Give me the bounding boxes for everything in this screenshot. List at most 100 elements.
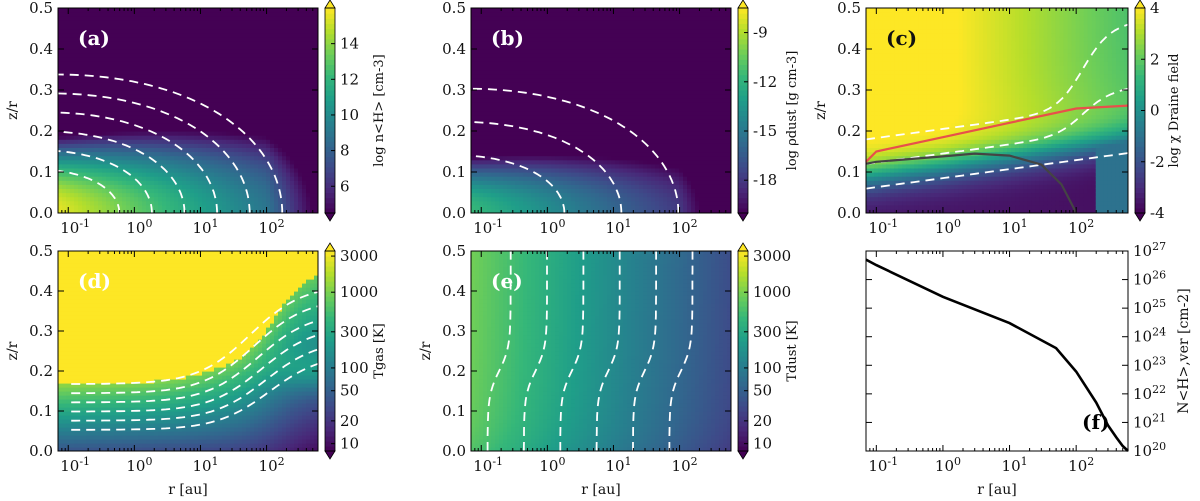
axes-frame [470,250,732,452]
contour-line [471,121,623,213]
colorbar-step [325,446,335,452]
colorbar-step [325,276,335,282]
colorbar-step [738,316,748,322]
colorbar-step [1135,84,1145,91]
contour-line [58,150,153,213]
colorbar-step [738,23,748,30]
colorbar-tick-label: 3000 [340,247,378,265]
colorbar-step [738,331,748,337]
colorbar-extend-top [737,242,749,252]
colorbar-step [1135,95,1145,101]
colorbar-step [325,346,335,352]
contours-e [486,251,694,451]
colorbar-step [738,18,748,24]
colorbar-step [1135,54,1145,60]
colorbar-step [738,79,748,86]
colorbar-step [325,386,335,392]
y-tick-label: 0.1 [29,163,53,181]
x-tick-label: 100 [539,455,565,475]
colorbar-tick-label: 6 [340,177,350,195]
colorbar-tick-label: -9 [753,24,768,42]
contour-line [71,348,318,422]
colorbar-step [325,261,335,267]
x-tick-label: 100 [935,217,961,237]
colorbar-step [1135,182,1145,188]
colorbar-step [325,406,335,412]
curve-dark [865,152,1078,214]
colorbar-step [325,396,335,402]
colorbar-step [325,366,335,372]
y-tick-label: 0.4 [29,282,53,300]
y-axis-label: z/r [418,341,434,360]
y-tick-label: 0.1 [442,402,466,420]
x-tick-label: 10-1 [60,455,90,475]
colorbar-tick-label: 100 [340,359,369,377]
colorbar-step [738,306,748,312]
colorbar-tick-label: 1000 [753,283,791,301]
contours-b [471,87,680,213]
colorbar-step [738,192,748,199]
colorbar-step [1135,120,1145,127]
colorbar-step [325,197,335,204]
colorbar-step [738,110,748,117]
colorbar-step [738,146,748,153]
colorbar-step [1135,141,1145,147]
colorbar-label: log n<H> [cm-3] [372,54,387,166]
colorbar-extend-bottom [1134,212,1146,222]
colorbar-step [325,136,335,142]
colorbar-step [738,426,748,432]
colorbar-step [325,156,335,163]
colorbar-step [325,120,335,127]
colorbar-tick-label: 10 [340,435,359,453]
contour-line [71,305,318,395]
colorbar-step [325,436,335,442]
y-tick-label: 0.5 [837,0,861,17]
colorbar-step [325,100,335,106]
colorbar-label: Tdust [K] [785,320,800,381]
colorbar-step [325,381,335,387]
colorbar-step [325,207,335,214]
y-tick-label: 0.3 [837,81,861,99]
colorbar-step [738,321,748,327]
y-tick-label: 0.0 [442,204,466,222]
colorbar-step [325,23,335,30]
y-tick-label: 0.2 [442,122,466,140]
colorbar-tick-label: 50 [340,382,359,400]
colorbar-step [325,74,335,81]
colorbar-step [325,426,335,432]
x-tick-label: 10-1 [868,217,898,237]
colorbar-step [1135,90,1145,96]
colorbar-a: 6 8 10 12 14 log n<H> [cm-3] [324,0,387,222]
colorbar-step [325,311,335,317]
colorbar-e: 3000 1000 300 100 50 20 10 Tdust [K] [737,242,800,460]
colorbar-step [325,125,335,132]
colorbar-step [325,8,335,14]
contour-line [866,23,1128,141]
colorbar-d: 3000 1000 300 100 50 20 10 Tgas [K] [324,242,387,460]
colorbar-step [738,441,748,447]
colorbar-step [325,281,335,287]
colorbar-step [738,281,748,287]
y-tick-label: 0.1 [442,163,466,181]
colorbar-step [738,256,748,262]
colorbar-step [325,182,335,188]
x-tick-label: 10-1 [473,217,503,237]
colorbar-step [738,291,748,297]
contour-line [486,251,512,451]
colorbar-step [1135,207,1145,214]
contour-line [58,111,218,213]
y-tick-label: 0.5 [442,242,466,260]
colorbar-step [738,90,748,96]
colorbar-step [1135,202,1145,209]
colorbar-step [325,356,335,362]
y-tick-label: 0.0 [837,204,861,222]
x-tick-label: 101 [605,455,631,475]
colorbar-step [1135,23,1145,30]
y-tick-label: 0.1 [837,163,861,181]
panel-e: 10-1 100 101 102 0.0 0.1 0.2 0.3 0.4 0.5 z/r r [au]… [418,242,800,498]
y-tick-label: 1020 [1133,440,1166,460]
colorbar-step [738,136,748,142]
x-tick-label: 102 [259,217,285,237]
colorbar-step [738,356,748,362]
colorbar-step [738,446,748,452]
